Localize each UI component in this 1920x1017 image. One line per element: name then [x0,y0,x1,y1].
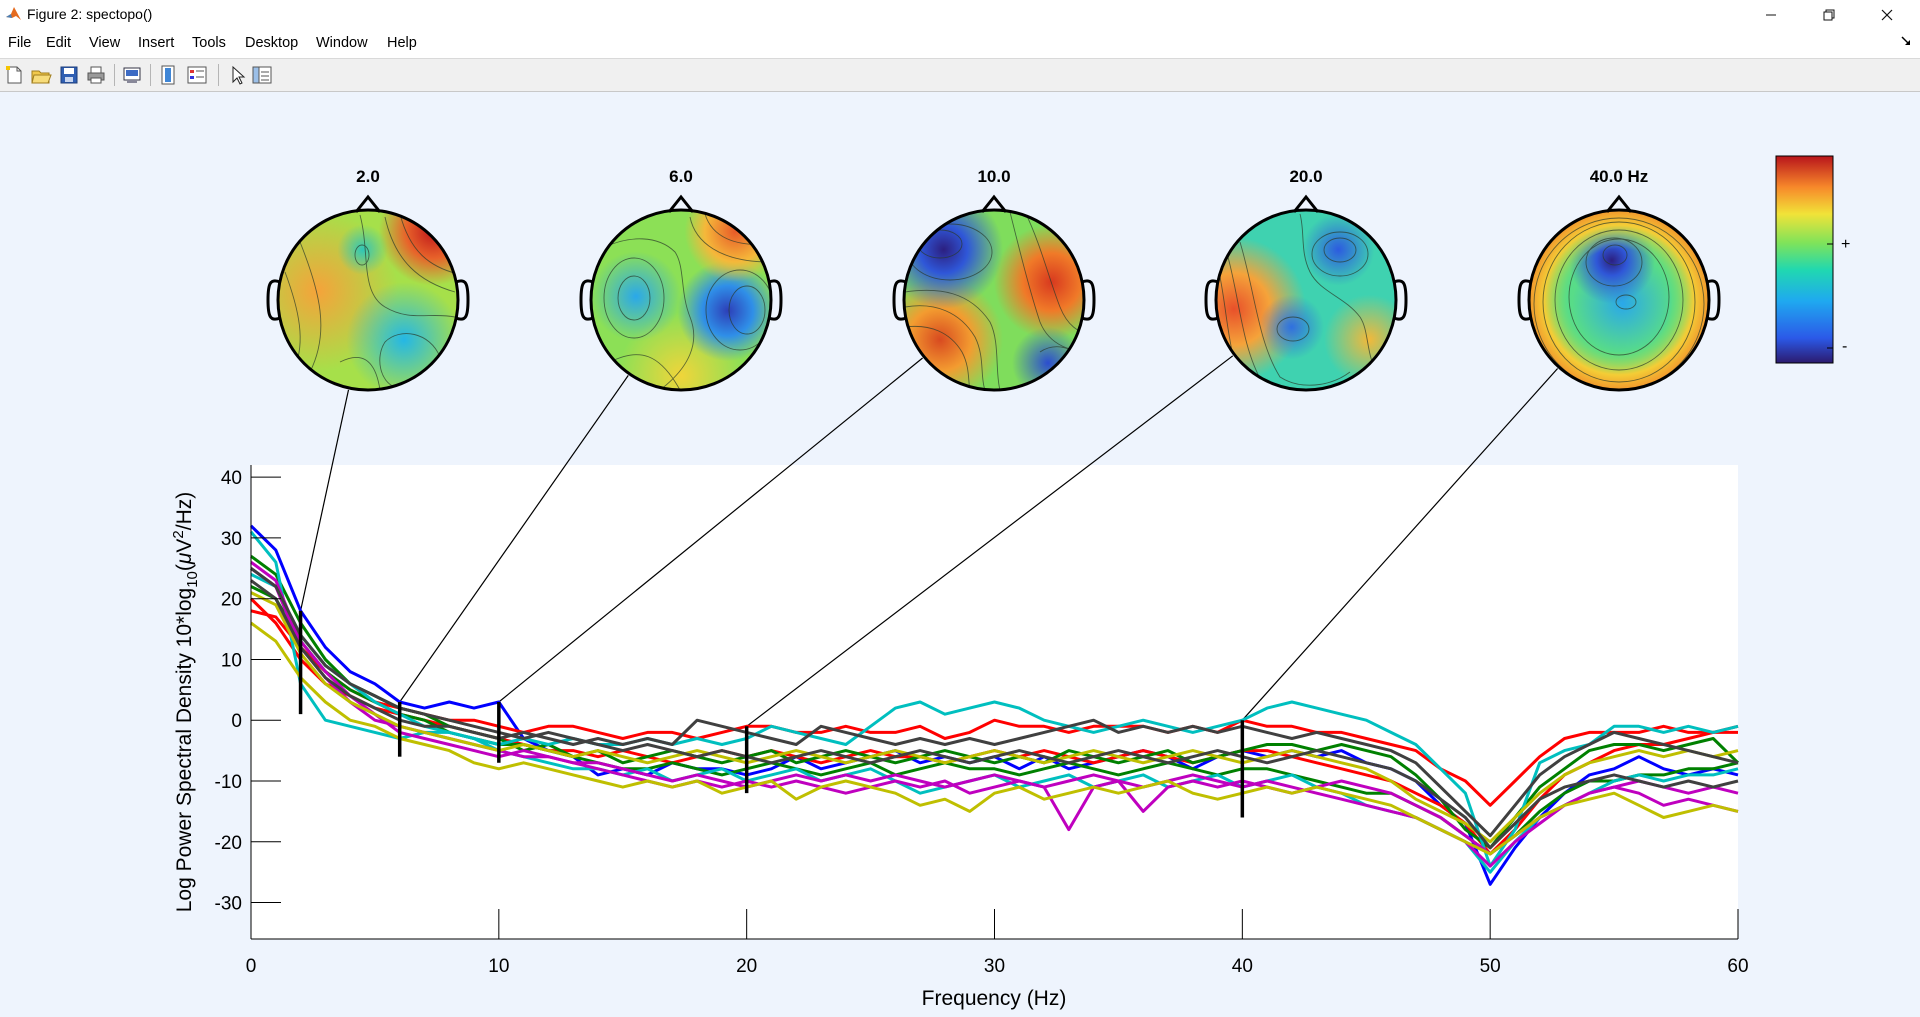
open-file-icon[interactable] [30,64,52,86]
x-tick-label: 50 [1480,956,1501,977]
y-label-paren: ( [173,564,196,571]
y-tick-label: 30 [221,529,242,550]
pointer-icon[interactable] [226,64,248,86]
y-label-sup: 2 [170,530,187,538]
menu-file[interactable]: File [8,35,32,51]
y-axis-label: Log Power Spectral Density 10*log10(μV2/… [170,492,201,913]
menu-view[interactable]: View [89,35,121,51]
spectopo-figure: 2.0 6.0 10.0 20.0 40.0 Hz + - 0 10 20 30 40 5… [170,155,1850,1010]
menu-tools[interactable]: Tools [192,35,226,51]
topomap-10hz [892,194,1096,392]
connector-line-4 [746,355,1234,727]
x-ticks: 0 10 20 30 40 50 60 [246,909,1749,977]
topomap-20hz [1204,194,1408,392]
restore-icon [1823,9,1835,20]
menu-bar: File Edit View Insert Tools Desktop Wind… [0,29,1920,59]
spectrum-line-10 [250,621,1739,856]
y-label-sub: 10 [184,571,201,588]
x-tick-label: 10 [488,956,509,977]
y-label-tail: /Hz) [173,492,196,531]
figure-canvas: 2.0 6.0 10.0 20.0 40.0 Hz + - 0 10 20 30 40 5… [0,92,1920,1017]
frequency-markers [298,610,1245,818]
topo-label-3: 10.0 [977,167,1010,186]
y-ticks: -30 -20 -10 0 10 20 30 40 [215,468,281,915]
title-bar: Figure 2: spectopo() [0,0,1920,29]
colorbar-minus-label: - [1842,338,1847,355]
y-tick-label: 10 [221,650,242,671]
print-preview-icon[interactable] [121,64,143,86]
minimize-button[interactable] [1742,0,1800,29]
x-tick-label: 20 [736,956,757,977]
menu-help[interactable]: Help [387,35,417,51]
topo-connector-lines [300,355,1559,727]
y-tick-label: -30 [215,894,242,915]
colorbar-icon[interactable] [158,64,180,86]
window-title: Figure 2: spectopo() [27,6,153,22]
dock-arrow-icon[interactable] [1900,35,1912,47]
connector-line-5 [1241,368,1559,721]
close-button[interactable] [1858,0,1916,29]
y-label-mu: μ [173,552,196,565]
x-tick-label: 60 [1727,956,1748,977]
y-tick-label: 40 [221,468,242,489]
matlab-logo-icon [6,7,21,20]
restore-button[interactable] [1800,0,1858,29]
x-tick-label: 30 [984,956,1005,977]
menu-desktop[interactable]: Desktop [245,35,299,51]
menu-insert[interactable]: Insert [138,35,175,51]
y-tick-label: 0 [231,711,242,732]
topo-label-1: 2.0 [356,167,380,186]
topo-label-5: 40.0 Hz [1590,167,1649,186]
topomap-2hz [266,194,470,392]
y-tick-label: -10 [215,772,242,793]
y-tick-label: -20 [215,833,242,854]
minimize-icon [1766,14,1776,15]
connector-line-3 [498,357,923,703]
toolbar [0,59,1920,92]
connector-line-2 [399,375,629,703]
property-inspector-icon[interactable] [251,64,273,86]
y-tick-label: 20 [221,590,242,611]
save-icon[interactable] [58,64,80,86]
new-figure-icon[interactable] [3,64,25,86]
colorbar-plus-label: + [1841,236,1850,253]
colorbar: + - [1775,155,1850,364]
connector-line-1 [300,389,350,611]
topomap-40hz [1517,194,1721,392]
x-tick-label: 40 [1232,956,1253,977]
topomap-6hz [579,194,783,392]
legend-icon[interactable] [186,64,208,86]
print-icon[interactable] [85,64,107,86]
y-label-main: Log Power Spectral Density 10*log [173,588,196,913]
menu-edit[interactable]: Edit [46,35,71,51]
topo-label-4: 20.0 [1289,167,1322,186]
x-tick-label: 0 [246,956,257,977]
topo-label-2: 6.0 [669,167,693,186]
x-axis-label: Frequency (Hz) [922,987,1067,1010]
y-label-unit: V [173,539,196,553]
menu-window[interactable]: Window [316,35,368,51]
close-icon [1881,9,1893,20]
